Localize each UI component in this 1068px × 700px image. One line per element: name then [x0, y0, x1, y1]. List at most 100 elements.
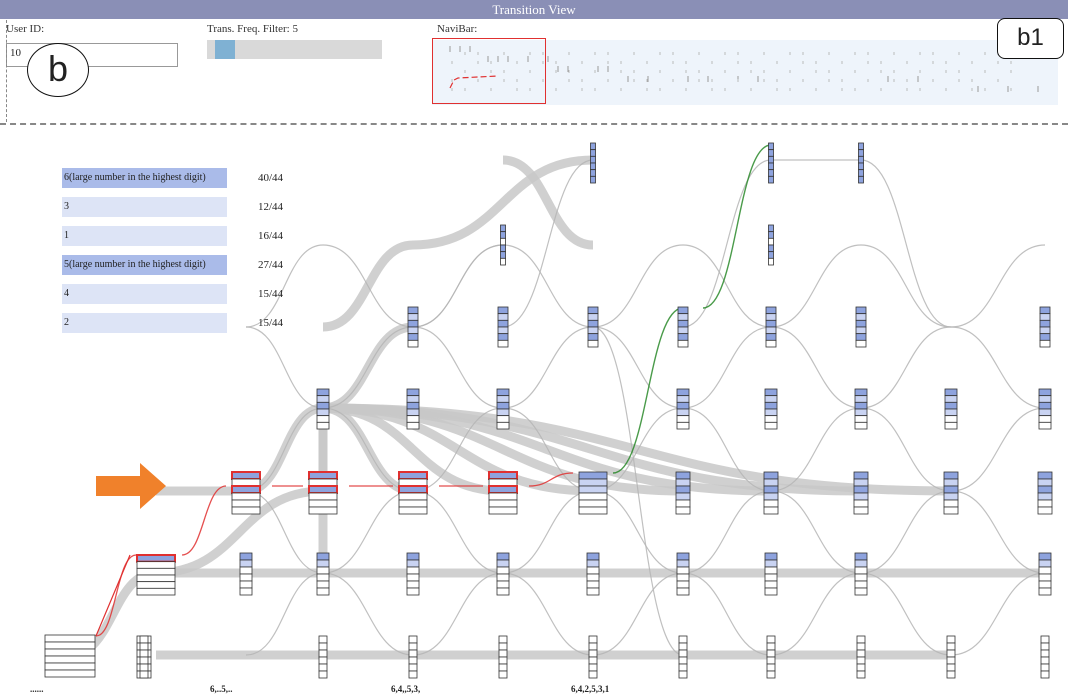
- flow-link: [322, 572, 414, 656]
- flow-link: [682, 159, 772, 328]
- node-cell: [488, 499, 518, 508]
- flow-link: [770, 244, 862, 328]
- node-cell: [764, 401, 778, 410]
- node-cell: [590, 175, 596, 184]
- node-cell: [44, 662, 96, 671]
- node-cell: [408, 649, 418, 658]
- node-cell: [587, 326, 599, 335]
- node-cell: [496, 401, 510, 410]
- node-cell: [586, 573, 600, 582]
- node-cell: [858, 149, 864, 157]
- flow-link: [770, 326, 862, 409]
- node-cell: [318, 635, 328, 644]
- node-cell: [44, 669, 96, 678]
- node-cell: [139, 663, 149, 672]
- node-cell: [764, 566, 778, 575]
- node-cell: [586, 587, 600, 596]
- node-cell: [398, 506, 428, 515]
- state-node: [856, 635, 866, 679]
- node-cell: [676, 415, 690, 423]
- legend-label: 4: [62, 284, 227, 304]
- node-cell: [855, 306, 867, 315]
- legend-item[interactable]: 3 12/44: [62, 197, 352, 217]
- freq-filter-slider[interactable]: [207, 40, 382, 59]
- node-cell: [946, 656, 956, 665]
- node-cell: [588, 649, 598, 658]
- node-cell: [675, 499, 691, 508]
- node-cell: [500, 251, 506, 259]
- node-cell: [496, 580, 510, 589]
- node-cell: [676, 552, 690, 561]
- node-cell: [768, 155, 774, 164]
- flow-link: [245, 572, 324, 656]
- node-cell: [316, 408, 330, 417]
- legend-item[interactable]: 5(large number in the highest digit) 27/…: [62, 255, 352, 275]
- node-cell: [677, 339, 689, 348]
- node-cell: [488, 471, 518, 480]
- node-cell: [675, 506, 691, 515]
- legend-label: 5(large number in the highest digit): [62, 255, 227, 275]
- state-node: [408, 635, 418, 679]
- node-cell: [768, 175, 774, 184]
- node-cell: [946, 635, 956, 644]
- flow-link: [770, 407, 862, 492]
- legend-item[interactable]: 1 16/44: [62, 226, 352, 246]
- node-cell: [318, 663, 328, 672]
- node-cell: [406, 580, 420, 589]
- state-node: [500, 224, 506, 266]
- node-cell: [944, 421, 958, 430]
- state-node: [496, 552, 510, 596]
- flow-link: [860, 572, 952, 656]
- node-cell: [1038, 552, 1052, 561]
- node-cell: [943, 485, 959, 494]
- navibar-viewport-window[interactable]: [432, 38, 546, 104]
- node-cell: [856, 635, 866, 644]
- node-cell: [488, 506, 518, 515]
- node-cell: [1038, 573, 1052, 582]
- node-cell: [676, 408, 690, 417]
- node-cell: [766, 635, 776, 644]
- node-cell: [764, 408, 778, 417]
- node-cell: [944, 401, 958, 410]
- node-cell: [858, 162, 864, 171]
- node-cell: [136, 567, 176, 576]
- slider-thumb[interactable]: [215, 40, 235, 59]
- navibar[interactable]: [432, 40, 1058, 105]
- selected-path: [702, 144, 772, 309]
- node-cell: [768, 251, 774, 259]
- legend-item[interactable]: 6(large number in the highest digit) 40/…: [62, 168, 352, 188]
- state-node: [764, 388, 778, 430]
- node-cell: [677, 333, 689, 341]
- node-cell: [496, 587, 510, 596]
- state-node: [676, 388, 690, 430]
- node-cell: [308, 485, 338, 494]
- state-node: [854, 552, 868, 596]
- state-node: [1037, 471, 1053, 515]
- flow-link: [770, 572, 862, 656]
- node-cell: [496, 421, 510, 430]
- node-cell: [316, 559, 330, 568]
- node-cell: [854, 573, 868, 582]
- node-cell: [316, 552, 330, 561]
- node-cell: [854, 587, 868, 596]
- legend-count: 15/44: [258, 288, 284, 300]
- node-cell: [766, 642, 776, 651]
- flow-link: [770, 490, 862, 574]
- node-cell: [768, 257, 774, 266]
- node-cell: [231, 478, 261, 487]
- node-cell: [578, 492, 608, 501]
- node-cell: [316, 401, 330, 410]
- node-cell: [497, 326, 509, 335]
- sequence-label: ......: [30, 684, 44, 694]
- flow-link: [950, 244, 1046, 328]
- state-node: [406, 388, 420, 430]
- flow-link: [950, 490, 1046, 574]
- node-cell: [318, 656, 328, 665]
- legend-item[interactable]: 2 15/44: [62, 313, 352, 333]
- node-cell: [408, 663, 418, 672]
- node-cell: [308, 478, 338, 487]
- node-cell: [1038, 415, 1052, 423]
- flow-link: [592, 572, 684, 656]
- legend-item[interactable]: 4 15/44: [62, 284, 352, 304]
